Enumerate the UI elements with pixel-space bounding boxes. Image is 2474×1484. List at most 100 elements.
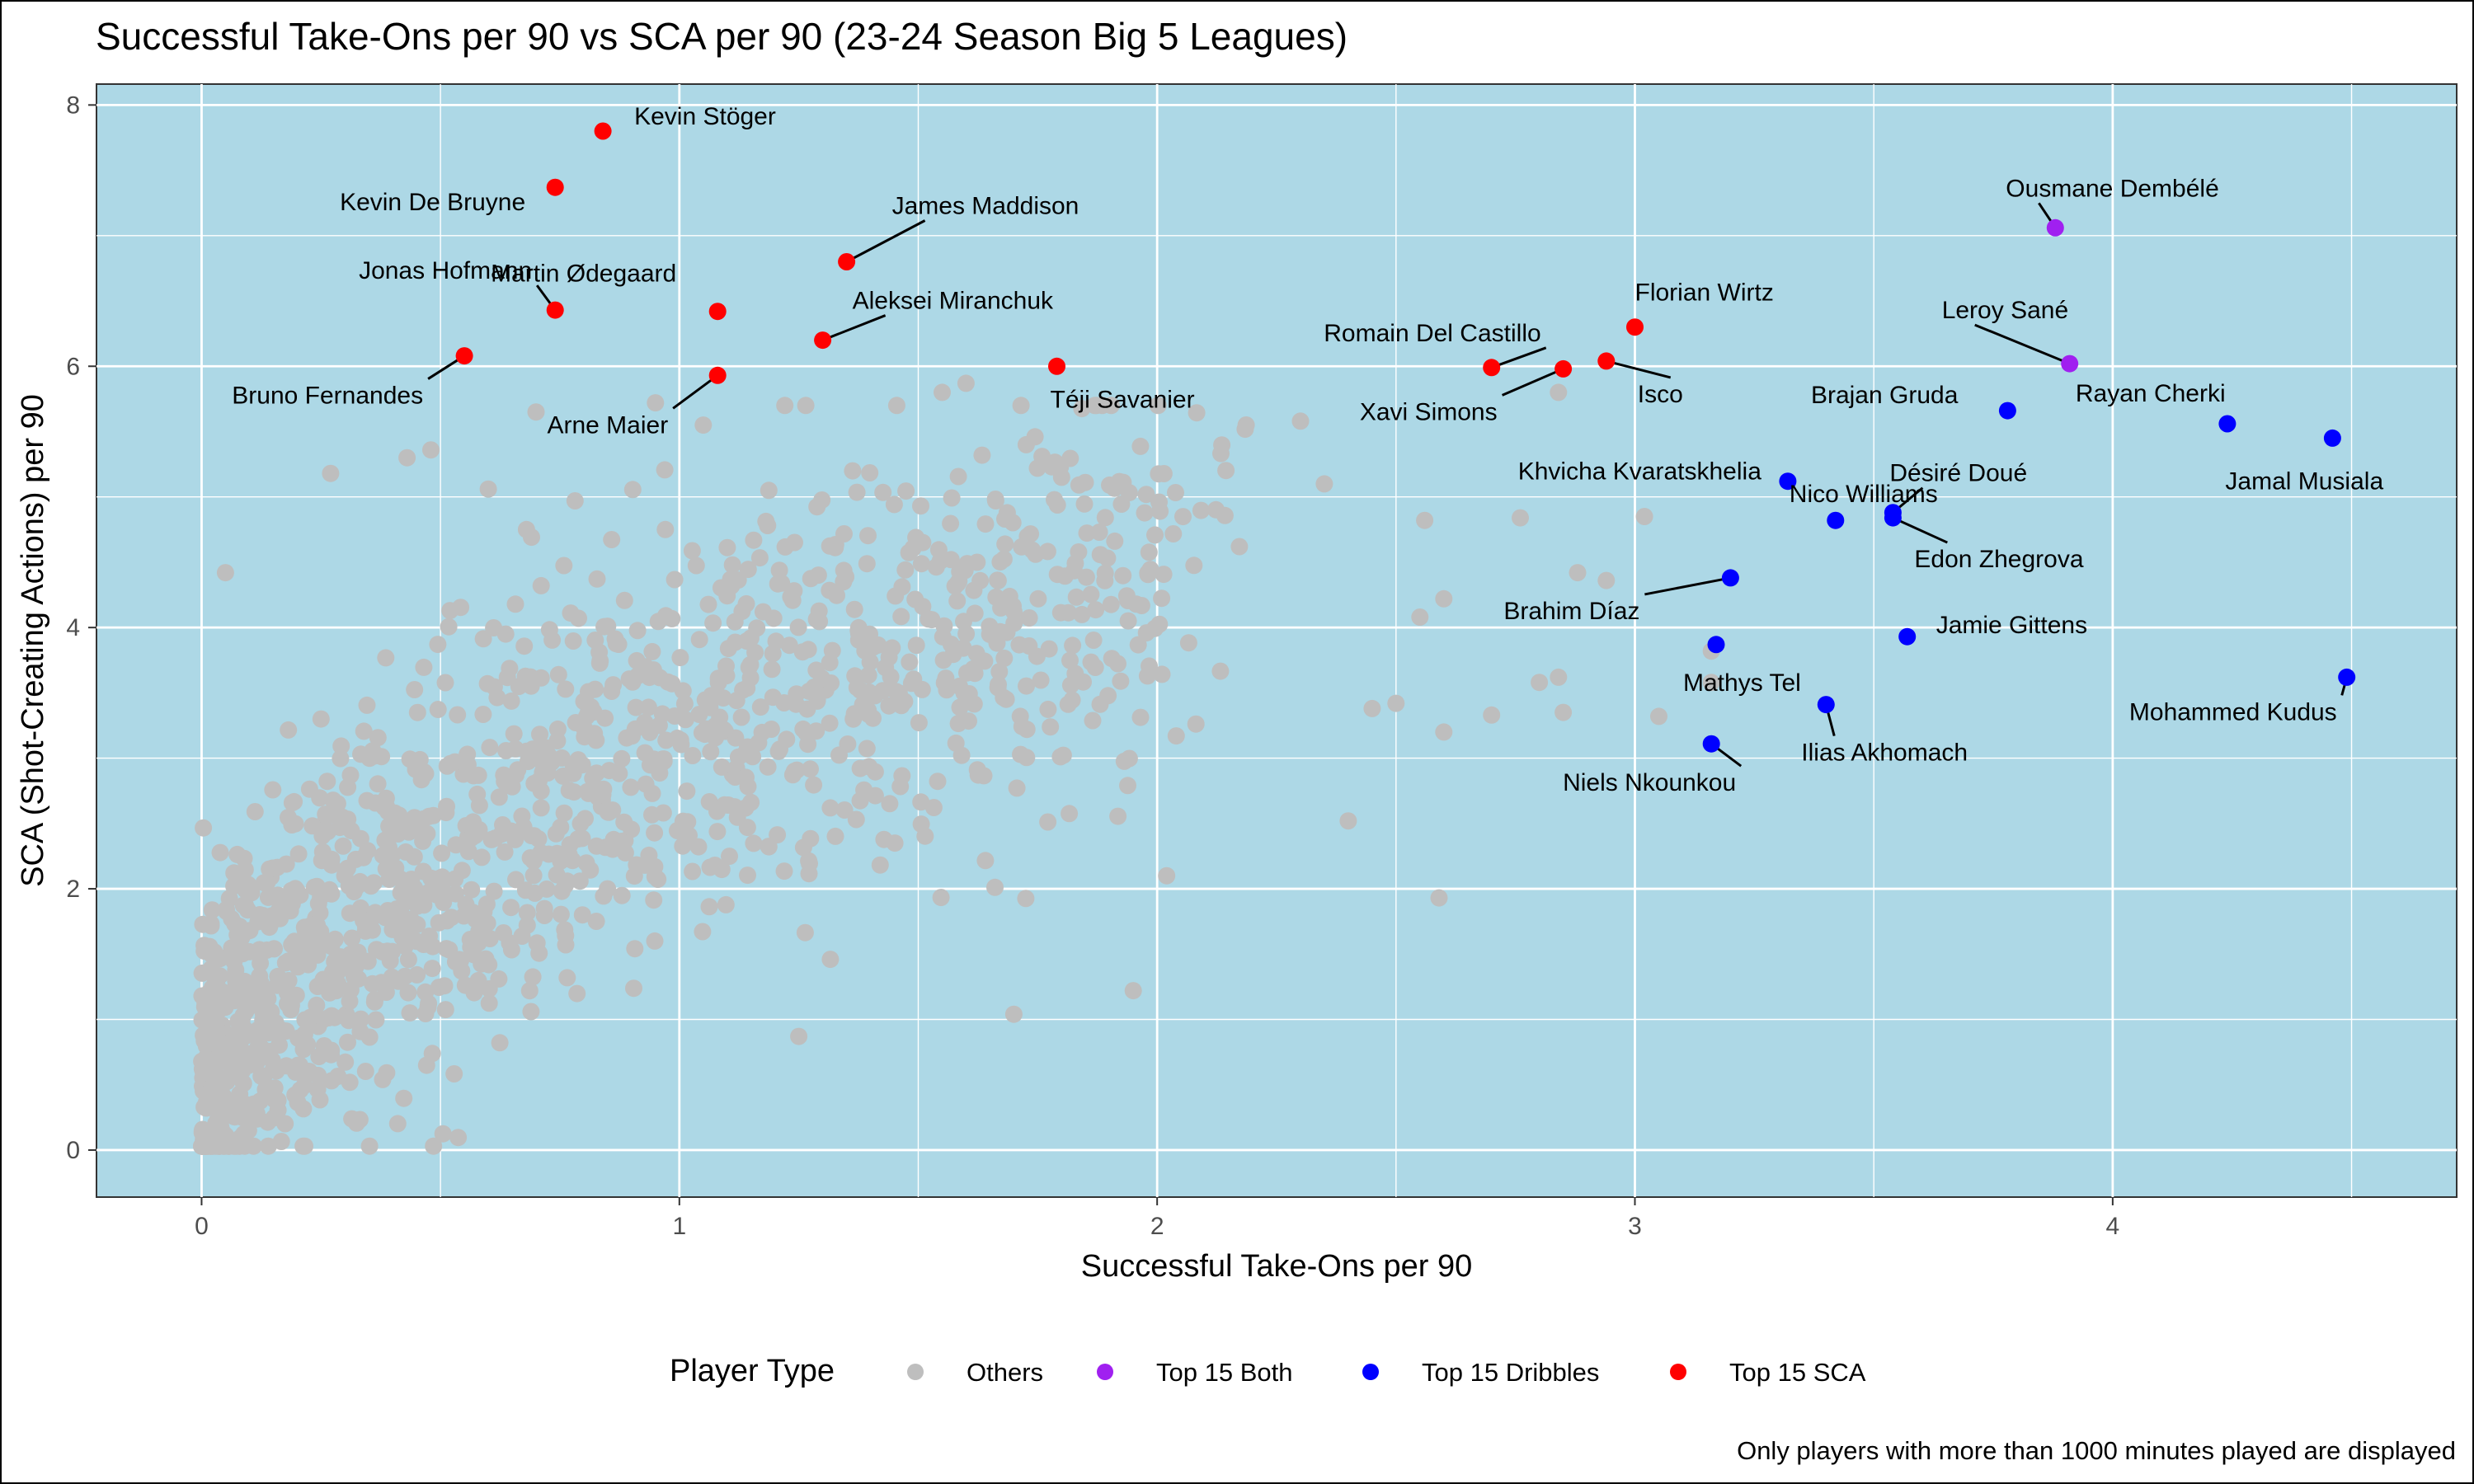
others-point — [1435, 723, 1453, 741]
legend-key — [907, 1364, 924, 1380]
others-point — [411, 750, 429, 768]
others-point — [506, 595, 524, 613]
others-point — [875, 830, 893, 848]
others-point — [195, 819, 213, 837]
others-point — [380, 838, 398, 857]
others-point — [253, 1040, 271, 1058]
others-point — [1059, 695, 1077, 713]
others-point — [800, 865, 818, 883]
legend-key — [1670, 1364, 1686, 1380]
others-point — [976, 515, 995, 533]
others-point — [1136, 504, 1154, 522]
others-point — [701, 858, 719, 876]
y-axis: 0 2 4 6 8 — [66, 92, 96, 1164]
others-point — [1185, 556, 1203, 575]
others-point — [628, 622, 647, 640]
others-point — [810, 602, 828, 620]
highlighted-point — [1707, 636, 1725, 654]
others-point — [1119, 777, 1136, 795]
others-point — [436, 674, 454, 692]
others-point — [839, 735, 857, 753]
others-point — [732, 708, 750, 726]
others-point — [741, 669, 760, 687]
others-point — [704, 614, 722, 632]
others-point — [326, 804, 344, 822]
others-point — [902, 674, 920, 693]
others-point — [272, 1133, 290, 1150]
others-point — [788, 685, 806, 703]
others-point — [901, 653, 919, 671]
others-point — [555, 556, 573, 575]
others-point — [716, 796, 734, 814]
others-point — [293, 1031, 311, 1050]
others-point — [236, 861, 254, 879]
others-point — [582, 698, 600, 716]
legend-key — [1362, 1364, 1379, 1380]
others-point — [676, 711, 694, 729]
others-point — [1106, 532, 1124, 550]
others-point — [874, 483, 892, 501]
others-point — [308, 877, 326, 895]
others-point — [340, 1012, 358, 1030]
others-point — [374, 1070, 392, 1088]
highlighted-point — [1817, 696, 1835, 714]
others-point — [690, 706, 708, 723]
highlighted-point — [1884, 509, 1902, 527]
highlighted-point — [1597, 352, 1616, 370]
player-label: Jamie Gittens — [1936, 612, 2087, 639]
others-point — [502, 822, 520, 840]
others-point — [986, 491, 1004, 508]
others-point — [356, 1063, 374, 1080]
others-point — [1090, 524, 1108, 541]
others-point — [715, 721, 733, 739]
others-point — [880, 697, 898, 715]
highlighted-point — [2323, 429, 2341, 447]
others-point — [1512, 509, 1529, 527]
others-point — [753, 723, 771, 741]
others-point — [684, 862, 702, 881]
others-point — [861, 464, 879, 481]
others-point — [995, 688, 1013, 707]
others-point — [446, 953, 464, 971]
others-point — [518, 916, 536, 934]
others-point — [741, 629, 760, 647]
others-point — [896, 561, 915, 579]
others-point — [1174, 508, 1192, 526]
others-point — [211, 843, 229, 862]
others-point — [934, 383, 951, 402]
others-point — [1091, 695, 1109, 713]
others-point — [615, 591, 633, 609]
plot-panel-background — [96, 83, 2458, 1198]
others-point — [805, 776, 823, 794]
others-point — [280, 952, 298, 970]
others-point — [517, 520, 535, 538]
others-point — [780, 636, 798, 655]
others-point — [924, 799, 943, 816]
others-point — [613, 749, 631, 768]
others-point — [1061, 449, 1079, 467]
others-point — [242, 1106, 259, 1124]
others-point — [415, 896, 433, 914]
others-point — [790, 1027, 808, 1045]
others-point — [679, 813, 697, 831]
player-label: Leroy Sané — [1942, 297, 2068, 324]
others-point — [851, 681, 869, 699]
others-point — [643, 642, 661, 660]
others-point — [530, 944, 548, 962]
others-point — [897, 482, 915, 500]
others-point — [1131, 437, 1150, 455]
others-point — [532, 799, 550, 817]
others-point — [1087, 601, 1105, 619]
others-point — [929, 541, 948, 559]
others-point — [564, 764, 582, 782]
others-point — [449, 1129, 468, 1147]
others-point — [942, 514, 960, 533]
others-point — [1096, 509, 1114, 527]
others-point — [745, 834, 763, 852]
others-point — [594, 786, 612, 804]
others-point — [427, 885, 445, 904]
others-point — [350, 970, 367, 988]
others-point — [1112, 672, 1130, 690]
others-point — [255, 874, 273, 892]
others-point — [775, 862, 793, 881]
